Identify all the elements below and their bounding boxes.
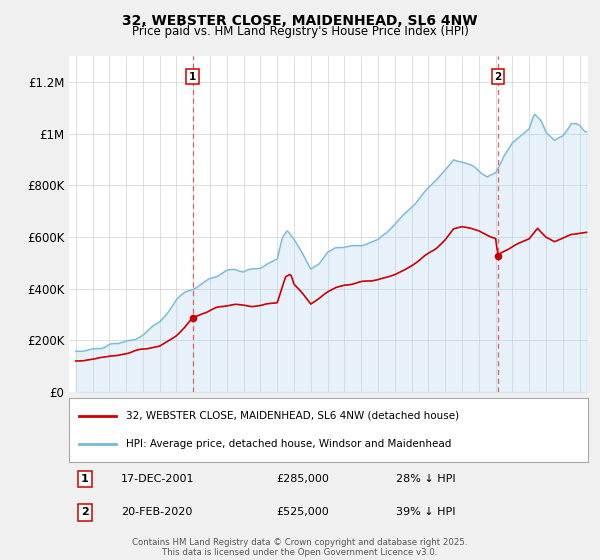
Text: 1: 1 <box>80 474 88 484</box>
Text: 32, WEBSTER CLOSE, MAIDENHEAD, SL6 4NW (detached house): 32, WEBSTER CLOSE, MAIDENHEAD, SL6 4NW (… <box>126 410 459 421</box>
Text: Contains HM Land Registry data © Crown copyright and database right 2025.
This d: Contains HM Land Registry data © Crown c… <box>132 538 468 557</box>
Text: HPI: Average price, detached house, Windsor and Maidenhead: HPI: Average price, detached house, Wind… <box>126 439 451 449</box>
Text: £525,000: £525,000 <box>277 507 329 517</box>
Text: 2: 2 <box>80 507 88 517</box>
Text: £285,000: £285,000 <box>277 474 329 484</box>
Text: 32, WEBSTER CLOSE, MAIDENHEAD, SL6 4NW: 32, WEBSTER CLOSE, MAIDENHEAD, SL6 4NW <box>122 14 478 28</box>
Text: 28% ↓ HPI: 28% ↓ HPI <box>396 474 455 484</box>
Text: 17-DEC-2001: 17-DEC-2001 <box>121 474 194 484</box>
Text: 20-FEB-2020: 20-FEB-2020 <box>121 507 192 517</box>
Text: Price paid vs. HM Land Registry's House Price Index (HPI): Price paid vs. HM Land Registry's House … <box>131 25 469 38</box>
Text: 39% ↓ HPI: 39% ↓ HPI <box>396 507 455 517</box>
Text: 2: 2 <box>494 72 502 82</box>
Text: 1: 1 <box>189 72 196 82</box>
